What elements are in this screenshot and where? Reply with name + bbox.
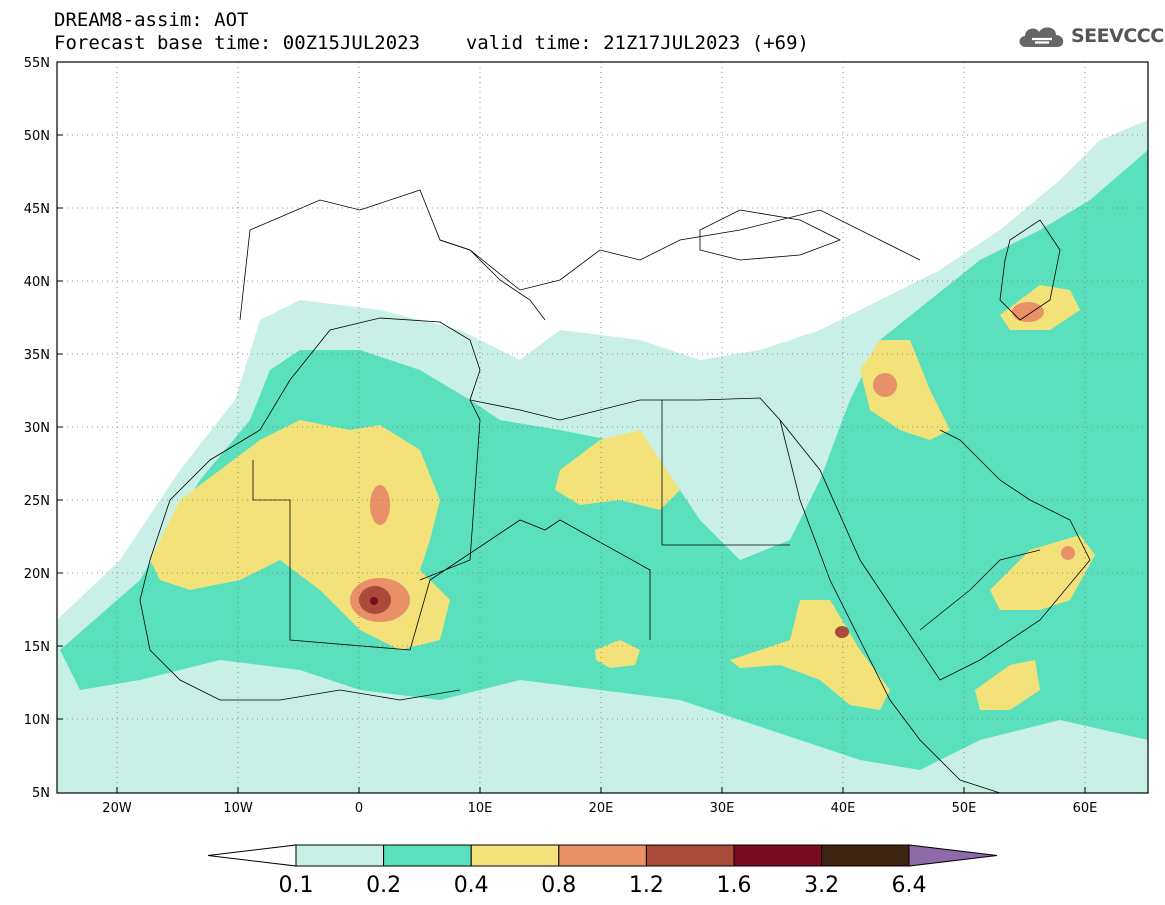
lon-tick-label: 10E [468, 801, 493, 816]
colorbar-segment [295, 844, 385, 867]
map-title: DREAM8-assim: AOT [54, 9, 249, 31]
lat-tick-label: 10N [24, 713, 50, 728]
aot-contour-1.6-mali [370, 597, 378, 605]
coastline-italy [439, 239, 546, 321]
aot-contour-0.8-caspian [1012, 302, 1044, 322]
colorbar-label: 0.1 [279, 873, 314, 898]
aot-contour-0.8-algeria [370, 485, 390, 525]
coastline-west-africa [139, 559, 461, 701]
lat-tick-label: 25N [24, 494, 50, 509]
aot-contour-0.4-eritrea [730, 600, 890, 710]
aot-contour-1.2-eritrea [835, 626, 849, 638]
lon-tick-label: 20W [102, 801, 132, 816]
border-line [919, 549, 1041, 631]
colorbar-segment [821, 844, 910, 867]
grid [57, 62, 1148, 793]
lon-tick-label: 30E [710, 801, 735, 816]
lat-tick-label: 45N [24, 202, 50, 217]
colorbar-segment [733, 844, 823, 867]
coastline-europe [239, 189, 921, 321]
lat-tick-label: 50N [24, 129, 50, 144]
aot-contour-0.8-oman [1061, 546, 1075, 560]
colorbar-label: 1.6 [717, 873, 752, 898]
forecast-base-time: Forecast base time: 00Z15JUL2023 [54, 32, 421, 54]
colorbar-label: 3.2 [804, 873, 839, 898]
seevccc-logo: SEEVCCC [1016, 22, 1164, 50]
time-info: Forecast base time: 00Z15JUL2023 valid t… [54, 33, 809, 53]
colorbar-label: 6.4 [892, 873, 927, 898]
lat-tick-label: 20N [24, 567, 50, 582]
lon-tick-label: 10W [223, 801, 253, 816]
aot-contour-0.4-chad [595, 640, 640, 668]
colorbar-segment [383, 844, 472, 867]
colorbar-label: 0.8 [541, 873, 576, 898]
colorbar-low-arrow [207, 844, 297, 867]
cloud-logo-icon [1019, 27, 1064, 47]
coastline-caspian [999, 219, 1061, 321]
lon-tick-label: 60E [1073, 801, 1098, 816]
border-line [419, 399, 481, 581]
logo-text: SEEVCCC [1071, 25, 1164, 47]
colorbar-label: 0.2 [366, 873, 401, 898]
aot-contour-0.4-yemen [975, 660, 1040, 710]
aot-field [57, 62, 1148, 793]
lon-tick-label: 0 [355, 801, 363, 816]
lon-tick-label: 20E [589, 801, 614, 816]
tick-marks [57, 61, 1086, 794]
colorbar-segment [470, 844, 560, 867]
colorbar-segment [645, 844, 735, 867]
lat-tick-label: 55N [24, 56, 50, 71]
colorbar-labels: 0.1 0.2 0.4 0.8 1.2 1.6 3.2 6.4 [279, 873, 927, 898]
aot-contour-0.4-libya [555, 430, 680, 510]
valid-time: valid time: 21Z17JUL2023 (+69) [465, 32, 809, 54]
colorbar-label: 0.4 [454, 873, 489, 898]
colorbar-label: 1.2 [629, 873, 664, 898]
coastline-arabia [779, 419, 1091, 681]
coastline-black-sea [699, 209, 841, 261]
lon-tick-label: 50E [952, 801, 977, 816]
border-line [661, 400, 790, 546]
lat-tick-label: 5N [32, 786, 50, 801]
lat-tick-label: 15N [24, 640, 50, 655]
colorbar [207, 844, 998, 867]
latitude-labels: 5N 10N 15N 20N 25N 30N 35N 40N 45N 50N 5… [24, 56, 50, 801]
aot-contour-0.4-iraq [860, 340, 950, 440]
aot-contour-0.8-iraq [873, 373, 897, 397]
lat-tick-label: 40N [24, 275, 50, 290]
longitude-labels: 20W 10W 0 10E 20E 30E 40E 50E 60E [102, 801, 1097, 816]
lat-tick-label: 30N [24, 421, 50, 436]
colorbar-segment [558, 844, 647, 867]
colorbar-high-arrow [908, 844, 998, 867]
coastline-africa [149, 317, 1001, 793]
lon-tick-label: 40E [831, 801, 856, 816]
lat-tick-label: 35N [24, 348, 50, 363]
